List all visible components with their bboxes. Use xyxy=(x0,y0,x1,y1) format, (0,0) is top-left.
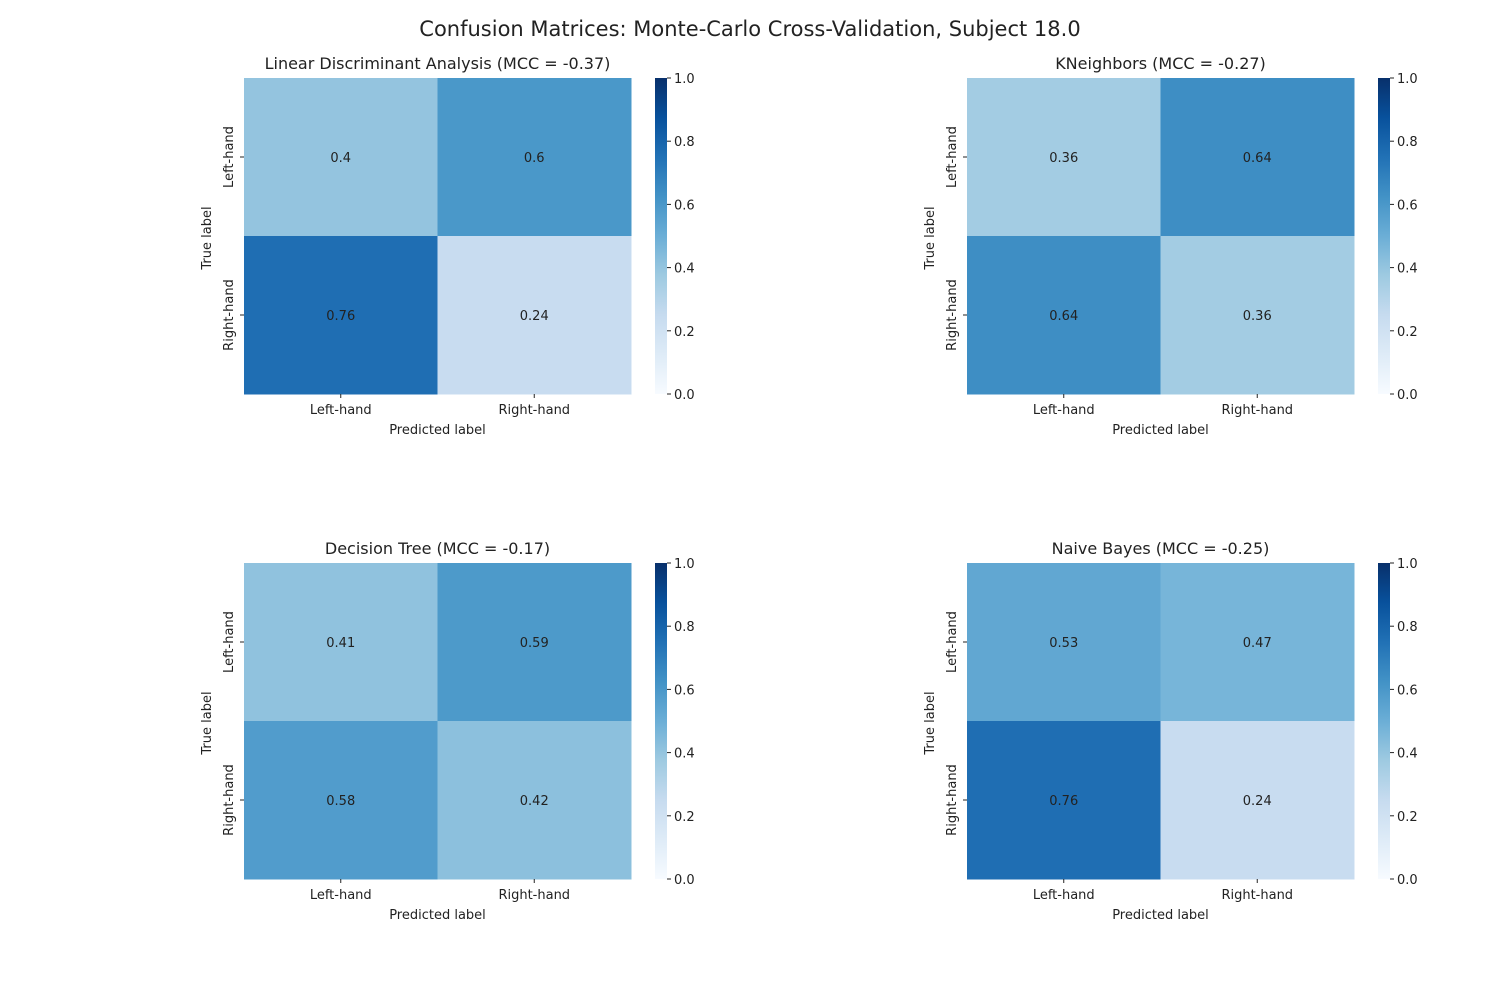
colorbar-tick-label: 0.4 xyxy=(674,262,695,277)
heatmap-cell xyxy=(1160,563,1355,722)
y-tick-label: Left-hand xyxy=(222,611,237,673)
colorbar-tick-label: 0.2 xyxy=(674,325,695,340)
heatmap-cell xyxy=(244,721,438,880)
cell-value-label: 0.47 xyxy=(1243,636,1272,651)
colorbar-tick-label: 0.4 xyxy=(1397,747,1418,762)
cell-value-label: 0.36 xyxy=(1243,309,1272,324)
heatmap-cell xyxy=(244,563,438,722)
x-axis-label: Predicted label xyxy=(1112,423,1209,438)
colorbar xyxy=(655,563,667,879)
colorbar-tick-label: 0.2 xyxy=(1397,810,1418,825)
x-axis-label: Predicted label xyxy=(389,908,486,923)
y-tick-label: Right-hand xyxy=(222,279,237,351)
cell-value-label: 0.42 xyxy=(520,794,549,809)
heatmap-title: KNeighbors (MCC = -0.27) xyxy=(1055,54,1266,73)
y-tick-label: Left-hand xyxy=(945,126,960,188)
cell-value-label: 0.6 xyxy=(524,151,545,166)
heatmap-cell xyxy=(967,721,1161,880)
y-axis-label: True label xyxy=(923,691,938,755)
cell-value-label: 0.59 xyxy=(520,636,549,651)
y-tick-label: Left-hand xyxy=(945,611,960,673)
cell-value-label: 0.24 xyxy=(1243,794,1272,809)
cell-value-label: 0.58 xyxy=(326,794,355,809)
heatmap-cell xyxy=(244,236,438,395)
heatmap-cell xyxy=(437,78,632,237)
colorbar-tick-label: 0.6 xyxy=(1397,198,1418,213)
cell-value-label: 0.76 xyxy=(1049,794,1078,809)
cell-value-label: 0.41 xyxy=(326,636,355,651)
x-tick-label: Right-hand xyxy=(1221,403,1293,418)
heatmap-cell xyxy=(437,721,632,880)
colorbar-tick-label: 1.0 xyxy=(1397,72,1418,87)
y-tick-label: Left-hand xyxy=(222,126,237,188)
colorbar-tick-label: 0.8 xyxy=(674,620,695,635)
colorbar-tick-label: 0.8 xyxy=(1397,620,1418,635)
heatmap-cell xyxy=(967,563,1161,722)
heatmap-cell xyxy=(244,78,438,237)
colorbar-tick-label: 0.4 xyxy=(674,747,695,762)
x-tick-label: Right-hand xyxy=(498,888,570,903)
colorbar-tick-label: 0.0 xyxy=(674,388,695,403)
cell-value-label: 0.24 xyxy=(520,309,549,324)
heatmap-cell xyxy=(1160,78,1355,237)
heatmap-panel-1: Linear Discriminant Analysis (MCC = -0.3… xyxy=(200,54,695,438)
x-axis-label: Predicted label xyxy=(389,423,486,438)
colorbar-tick-label: 0.2 xyxy=(674,810,695,825)
x-tick-label: Right-hand xyxy=(1221,888,1293,903)
colorbar-tick-label: 0.4 xyxy=(1397,262,1418,277)
cell-value-label: 0.53 xyxy=(1049,636,1078,651)
x-tick-label: Right-hand xyxy=(498,403,570,418)
figure-title: Confusion Matrices: Monte-Carlo Cross-Va… xyxy=(419,17,1080,41)
colorbar-tick-label: 0.0 xyxy=(1397,388,1418,403)
colorbar-tick-label: 0.8 xyxy=(1397,135,1418,150)
colorbar-tick-label: 1.0 xyxy=(674,72,695,87)
colorbar-tick-label: 0.2 xyxy=(1397,325,1418,340)
colorbar-tick-label: 1.0 xyxy=(1397,557,1418,572)
x-axis-label: Predicted label xyxy=(1112,908,1209,923)
y-tick-label: Right-hand xyxy=(222,764,237,836)
heatmap-cell xyxy=(1160,721,1355,880)
cell-value-label: 0.76 xyxy=(326,309,355,324)
heatmap-panel-3: Decision Tree (MCC = -0.17) 0.41 0.59 0.58 0… xyxy=(200,539,695,923)
colorbar xyxy=(655,78,667,394)
colorbar-tick-label: 0.6 xyxy=(1397,683,1418,698)
colorbar-tick-label: 0.6 xyxy=(674,683,695,698)
heatmap-cell xyxy=(967,236,1161,395)
heatmap-panel-4: Naive Bayes (MCC = -0.25) 0.53 0.47 0.76 0.2… xyxy=(923,539,1418,923)
y-axis-label: True label xyxy=(923,206,938,270)
y-tick-label: Right-hand xyxy=(945,764,960,836)
colorbar xyxy=(1378,78,1390,394)
heatmap-cell xyxy=(437,563,632,722)
colorbar-tick-label: 0.0 xyxy=(674,873,695,888)
x-tick-label: Left-hand xyxy=(310,888,372,903)
colorbar-tick-label: 0.6 xyxy=(674,198,695,213)
colorbar-tick-label: 1.0 xyxy=(674,557,695,572)
heatmap-title: Naive Bayes (MCC = -0.25) xyxy=(1052,539,1270,558)
x-tick-label: Left-hand xyxy=(1033,403,1095,418)
colorbar-tick-label: 0.8 xyxy=(674,135,695,150)
heatmap-panel-2: KNeighbors (MCC = -0.27) 0.36 0.64 0.64 0.36… xyxy=(923,54,1418,438)
cell-value-label: 0.64 xyxy=(1243,151,1272,166)
heatmap-cell xyxy=(967,78,1161,237)
heatmap-cell xyxy=(437,236,632,395)
colorbar xyxy=(1378,563,1390,879)
heatmap-title: Linear Discriminant Analysis (MCC = -0.3… xyxy=(265,54,611,73)
heatmap-cell xyxy=(1160,236,1355,395)
x-tick-label: Left-hand xyxy=(310,403,372,418)
y-axis-label: True label xyxy=(200,206,215,270)
x-tick-label: Left-hand xyxy=(1033,888,1095,903)
cell-value-label: 0.36 xyxy=(1049,151,1078,166)
heatmap-title: Decision Tree (MCC = -0.17) xyxy=(325,539,550,558)
cell-value-label: 0.4 xyxy=(330,151,351,166)
y-axis-label: True label xyxy=(200,691,215,755)
cell-value-label: 0.64 xyxy=(1049,309,1078,324)
colorbar-tick-label: 0.0 xyxy=(1397,873,1418,888)
y-tick-label: Right-hand xyxy=(945,279,960,351)
